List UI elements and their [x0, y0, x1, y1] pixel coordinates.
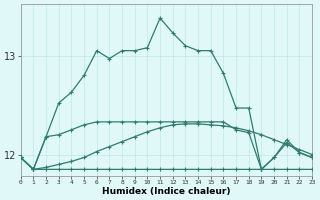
X-axis label: Humidex (Indice chaleur): Humidex (Indice chaleur) — [102, 187, 231, 196]
